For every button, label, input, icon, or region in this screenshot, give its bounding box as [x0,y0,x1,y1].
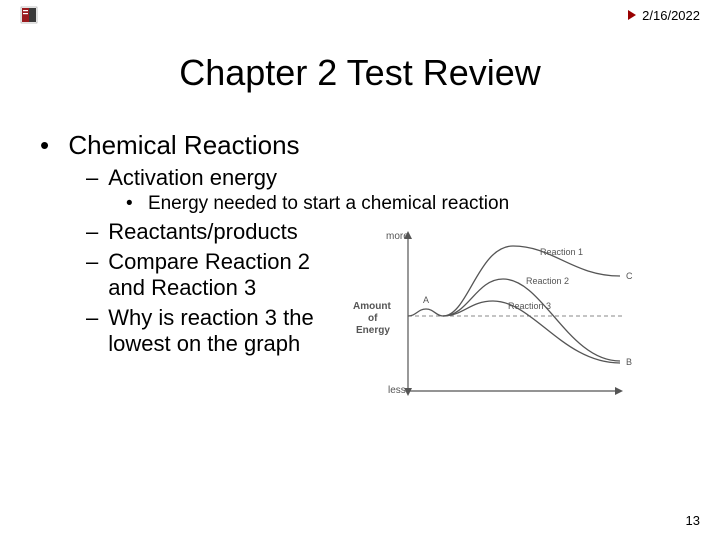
axis-label-3: Energy [356,325,390,336]
bullet-text: Chemical Reactions [68,130,299,160]
axis-label-1: Amount [353,301,391,312]
label-a: A [423,295,429,305]
label-b: B [626,357,632,367]
bullet-text: Activation energy [108,165,277,191]
bullet-text: Energy needed to start a chemical reacti… [148,193,509,214]
label-reaction-1: Reaction 1 [540,247,583,257]
bullet-text: Compare Reaction 2 and Reaction 3 [108,249,340,301]
bullet-level1: Chemical Reactions Activation energy Ene… [40,130,680,418]
axis-more: more [386,231,409,242]
presentation-logo-icon [20,6,38,24]
axis-less: less [388,385,406,396]
axis-label-2: of [368,313,378,324]
bullet-level2: Why is reaction 3 the lowest on the grap… [86,305,340,357]
bullet-level3: Energy needed to start a chemical reacti… [126,193,680,215]
energy-diagram: A C B Reaction 1 Reaction 2 Reaction [340,221,680,418]
slide-content: Chemical Reactions Activation energy Ene… [0,94,720,418]
bullet-level2: Compare Reaction 2 and Reaction 3 [86,249,340,301]
slide-header: 2/16/2022 [0,0,720,24]
bullet-level2: Activation energy [86,165,680,191]
play-arrow-icon [628,10,636,20]
page-number: 13 [686,513,700,528]
label-reaction-2: Reaction 2 [526,276,569,286]
label-c: C [626,271,633,281]
bullet-text: Reactants/products [108,219,298,245]
date-text: 2/16/2022 [642,8,700,23]
slide-title: Chapter 2 Test Review [0,52,720,94]
bullet-level2: Reactants/products [86,219,340,245]
date-display: 2/16/2022 [628,8,700,23]
label-reaction-3: Reaction 3 [508,301,551,311]
bullet-text: Why is reaction 3 the lowest on the grap… [108,305,340,357]
